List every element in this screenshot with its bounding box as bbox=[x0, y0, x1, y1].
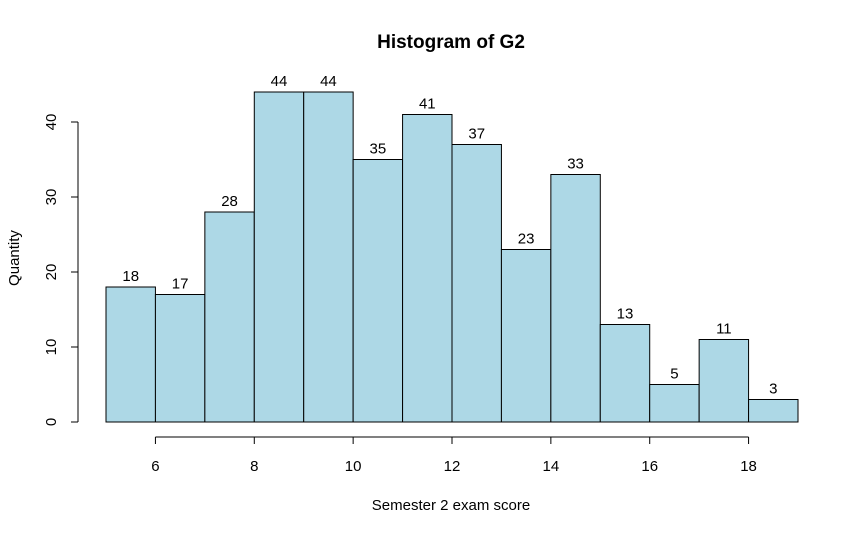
y-axis-label: Quantity bbox=[6, 230, 23, 286]
histogram-bar bbox=[303, 91, 354, 423]
y-tick-label: 40 bbox=[43, 114, 60, 131]
histogram-bar bbox=[599, 324, 651, 423]
histogram-bar bbox=[204, 211, 255, 423]
bar-data-label: 44 bbox=[271, 73, 288, 90]
bar-data-label: 5 bbox=[670, 366, 678, 383]
x-tick-label: 10 bbox=[345, 458, 362, 475]
histogram-bar bbox=[253, 91, 305, 423]
y-tick-label: 30 bbox=[43, 189, 60, 206]
bar-data-label: 33 bbox=[567, 156, 584, 173]
y-tick-label: 20 bbox=[43, 264, 60, 281]
bar-data-label: 13 bbox=[617, 306, 634, 323]
x-tick-label: 8 bbox=[250, 458, 258, 475]
histogram-bar bbox=[402, 114, 453, 423]
y-tick-label: 10 bbox=[43, 339, 60, 356]
data-labels-layer: 18 17 28 44 44 35 41 37 23 33 13 5 11 3 bbox=[122, 73, 777, 398]
histogram-bar bbox=[500, 249, 552, 423]
bars-layer bbox=[105, 91, 799, 423]
histogram-bar bbox=[698, 339, 750, 423]
bar-data-label: 23 bbox=[518, 231, 535, 248]
x-tick-label: 16 bbox=[641, 458, 658, 475]
bar-data-label: 44 bbox=[320, 73, 337, 90]
histogram-bar bbox=[748, 399, 799, 423]
histogram-bar bbox=[451, 144, 502, 423]
y-tick-label: 0 bbox=[43, 418, 60, 426]
x-tick-label: 12 bbox=[444, 458, 461, 475]
bar-data-label: 17 bbox=[172, 276, 189, 293]
histogram-bar bbox=[154, 294, 206, 423]
x-tick-label: 6 bbox=[151, 458, 159, 475]
bar-data-label: 28 bbox=[221, 193, 238, 210]
x-tick-label: 18 bbox=[740, 458, 757, 475]
histogram-bar bbox=[550, 174, 601, 423]
bar-data-label: 11 bbox=[716, 321, 732, 338]
histogram-bar bbox=[649, 384, 700, 423]
bar-data-label: 35 bbox=[370, 141, 387, 158]
bar-data-label: 41 bbox=[419, 96, 436, 113]
x-axis-label: Semester 2 exam score bbox=[372, 497, 530, 514]
bar-data-label: 37 bbox=[468, 126, 485, 143]
chart-title: Histogram of G2 bbox=[377, 32, 525, 53]
x-axis: 6 8 10 12 14 16 18 bbox=[151, 436, 757, 475]
y-axis: 0 10 20 30 40 bbox=[43, 114, 79, 426]
bar-data-label: 18 bbox=[122, 268, 139, 285]
x-tick-label: 14 bbox=[543, 458, 560, 475]
histogram-bar bbox=[352, 159, 404, 423]
bar-data-label: 3 bbox=[769, 381, 777, 398]
histogram-bar bbox=[105, 286, 156, 423]
